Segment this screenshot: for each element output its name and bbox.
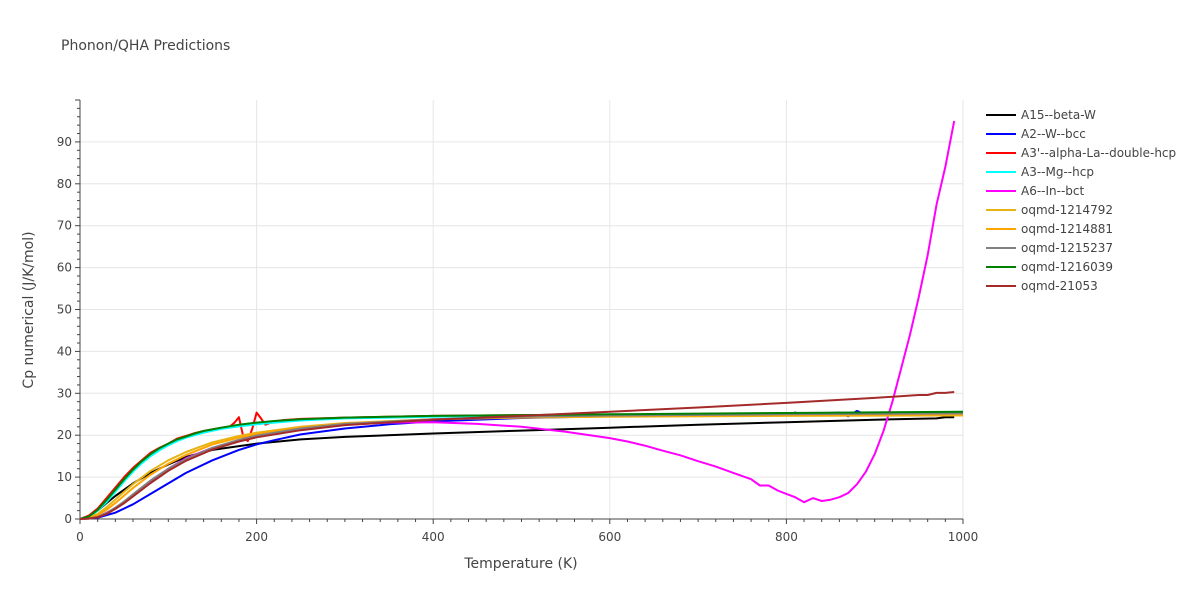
x-tick-label: 600 <box>598 530 621 544</box>
chart-title: Phonon/QHA Predictions <box>61 38 230 54</box>
x-tick-label: 0 <box>76 530 84 544</box>
legend-label[interactable]: oqmd-1215237 <box>1021 241 1113 255</box>
legend-label[interactable]: A2--W--bcc <box>1021 127 1086 141</box>
x-tick-label: 200 <box>245 530 268 544</box>
legend-label[interactable]: oqmd-1214792 <box>1021 203 1113 217</box>
x-tick-label: 1000 <box>948 530 979 544</box>
y-tick-label: 90 <box>57 135 72 149</box>
legend-label[interactable]: oqmd-21053 <box>1021 279 1098 293</box>
y-tick-label: 0 <box>64 512 72 526</box>
y-tick-label: 40 <box>57 344 72 358</box>
grid <box>80 100 964 519</box>
series-line-4 <box>79 120 956 520</box>
legend-label[interactable]: A3'--alpha-La--double-hcp <box>1021 146 1176 160</box>
axes: 0 200 400 600 800 1000 0 10 20 30 40 50 60 70 80 90 <box>57 99 979 544</box>
series-lines <box>79 120 964 520</box>
y-tick-label: 70 <box>57 219 72 233</box>
y-tick-label: 20 <box>57 428 72 442</box>
legend-label[interactable]: A3--Mg--hcp <box>1021 165 1094 179</box>
y-tick-label: 80 <box>57 177 72 191</box>
legend-label[interactable]: A15--beta-W <box>1021 108 1096 122</box>
series-line-0 <box>79 416 955 520</box>
x-axis-title: Temperature (K) <box>463 556 577 572</box>
legend-label[interactable]: A6--In--bct <box>1021 184 1085 198</box>
legend: A15--beta-W A2--W--bcc A3'--alpha-La--doub… <box>986 108 1176 293</box>
x-tick-label: 800 <box>775 530 798 544</box>
legend-label[interactable]: oqmd-1216039 <box>1021 260 1113 274</box>
y-tick-label: 30 <box>57 386 72 400</box>
y-tick-label: 50 <box>57 303 72 317</box>
y-tick-label: 10 <box>57 470 72 484</box>
legend-label[interactable]: oqmd-1214881 <box>1021 222 1113 236</box>
x-tick-label: 400 <box>422 530 445 544</box>
series-line-9 <box>79 391 955 520</box>
y-axis-title: Cp numerical (J/K/mol) <box>21 231 37 388</box>
series-line-8 <box>79 410 964 520</box>
y-tick-label: 60 <box>57 261 72 275</box>
